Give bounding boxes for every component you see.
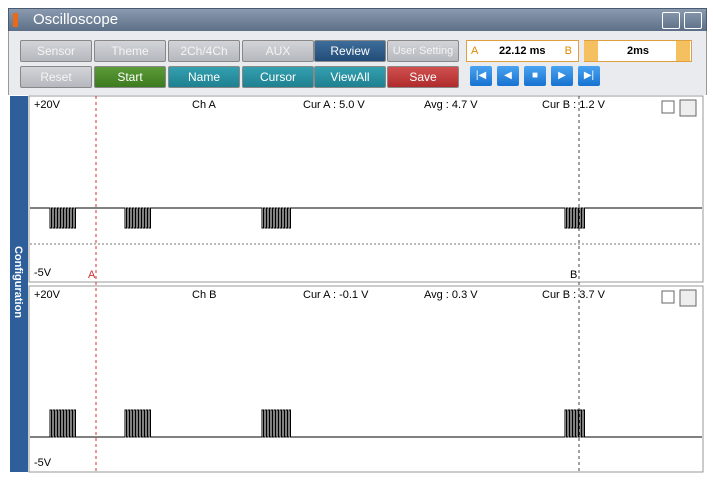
scale-top: +20V	[34, 289, 61, 301]
cursor-a-reading: Cur A : 5.0 V	[303, 99, 365, 111]
stop-button[interactable]: ■	[524, 66, 546, 86]
checkbox[interactable]	[661, 290, 675, 304]
prev-button[interactable]: ◀	[497, 66, 519, 86]
cursor-a-reading: Cur A : -0.1 V	[303, 289, 369, 301]
channel-name: Ch A	[192, 99, 217, 111]
button[interactable]: Save	[387, 66, 459, 88]
window-title: Oscilloscope	[33, 11, 119, 28]
panel	[28, 285, 704, 473]
timebase-up[interactable]	[676, 41, 690, 61]
last-button[interactable]: ▶|	[578, 66, 600, 86]
cursor-a-marker: A	[88, 269, 96, 281]
button[interactable]: 2Ch/4Ch	[168, 40, 240, 62]
next-button[interactable]: ▶	[551, 66, 573, 86]
title-bar: Oscilloscope	[8, 8, 707, 32]
average-reading: Avg : 0.3 V	[424, 289, 478, 301]
button[interactable]: Review	[314, 40, 386, 62]
waveform	[30, 409, 702, 438]
cursor-value: 22.12 ms	[499, 45, 546, 57]
icon	[13, 13, 18, 27]
button[interactable]: Name	[168, 66, 240, 88]
scale-bottom: -5V	[34, 457, 52, 469]
cursor-b-marker: B	[570, 269, 577, 281]
first-button[interactable]: |◀	[470, 66, 492, 86]
button[interactable]: User Setting	[387, 40, 459, 62]
window-button[interactable]	[662, 12, 680, 29]
button[interactable]: ViewAll	[314, 66, 386, 88]
scale-bottom: -5V	[34, 267, 52, 279]
timebase-down[interactable]	[584, 41, 598, 61]
scale-top: +20V	[34, 99, 61, 111]
button[interactable]: Cursor	[242, 66, 314, 88]
panel	[28, 95, 704, 283]
cursor-b-reading: Cur B : 1.2 V	[542, 99, 606, 111]
waveform	[30, 207, 702, 229]
expand-button[interactable]	[679, 99, 697, 117]
cursor-b-reading: Cur B : 3.7 V	[542, 289, 606, 301]
side-tab[interactable]: Configuration	[10, 96, 28, 472]
cursor-box: A 22.12 ms B	[466, 40, 579, 62]
channel-name: Ch B	[192, 289, 216, 301]
expand-button[interactable]	[679, 289, 697, 307]
button[interactable]: Start	[94, 66, 166, 88]
window-button[interactable]	[684, 12, 702, 29]
cursor-left[interactable]: A	[471, 45, 479, 57]
button[interactable]: AUX	[242, 40, 314, 62]
checkbox[interactable]	[661, 100, 675, 114]
button[interactable]: Reset	[20, 66, 92, 88]
cursor-right[interactable]: B	[564, 45, 572, 57]
button[interactable]: Sensor	[20, 40, 92, 62]
button[interactable]: Theme	[94, 40, 166, 62]
average-reading: Avg : 4.7 V	[424, 99, 478, 111]
